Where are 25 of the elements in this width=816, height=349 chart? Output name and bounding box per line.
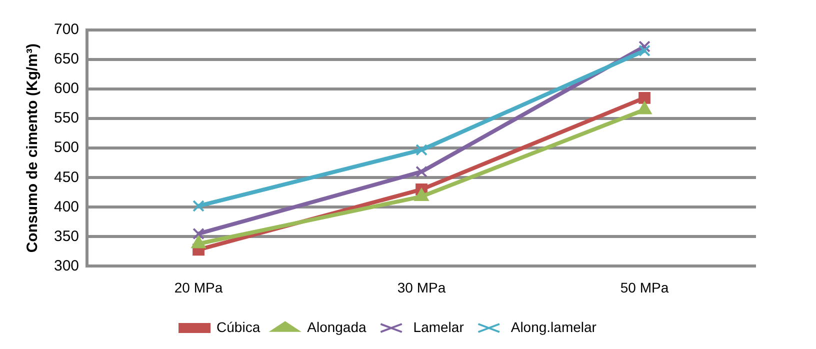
y-tick-label: 500 — [54, 139, 80, 156]
y-tick-label: 400 — [54, 198, 80, 216]
point — [192, 228, 204, 240]
legend-label: Lamelar — [413, 318, 464, 335]
point — [638, 40, 650, 52]
y-tick-label: 550 — [54, 110, 80, 127]
point — [192, 200, 204, 212]
x-tick-label: 50 MPa — [620, 279, 669, 296]
y-tick-label: 350 — [54, 228, 80, 245]
point — [416, 144, 428, 156]
legend-label: Cúbica — [216, 318, 260, 335]
y-tick-label: 700 — [54, 21, 80, 38]
point — [638, 44, 650, 57]
point — [416, 166, 428, 178]
y-tick-label: 300 — [54, 257, 80, 274]
legend-label: Alongada — [307, 318, 366, 335]
point — [414, 188, 429, 202]
y-tick-label: 600 — [54, 80, 80, 98]
y-tick-label: 450 — [54, 168, 80, 186]
point — [638, 92, 650, 104]
y-tick-label: 650 — [54, 50, 80, 68]
y-axis-title: Consumo de cimento (Kg/m³) — [24, 44, 42, 253]
x-tick-label: 30 MPa — [397, 279, 446, 296]
legend-label: Along.lamelar — [510, 318, 597, 335]
x-tick-label: 20 MPa — [174, 279, 223, 296]
